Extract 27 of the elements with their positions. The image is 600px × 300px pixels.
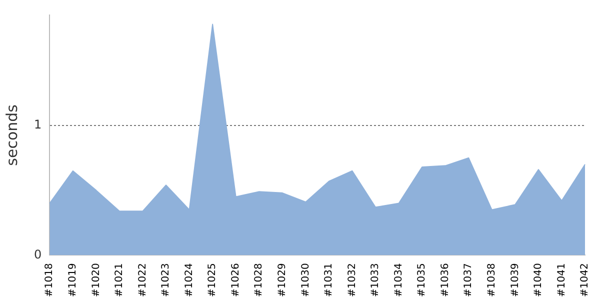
- x-tick-label: #1038: [486, 263, 498, 297]
- x-tick-label: #1018: [44, 263, 56, 297]
- x-tick-label: #1030: [300, 263, 312, 297]
- y-axis-title: seconds: [2, 104, 21, 166]
- x-tick-label: #1019: [68, 263, 79, 297]
- x-tick-label: #1034: [393, 263, 404, 297]
- x-tick-label: #1041: [556, 263, 568, 297]
- x-tick-label: #1031: [324, 263, 335, 297]
- x-tick-label: #1023: [160, 263, 172, 297]
- x-tick-label: #1020: [90, 263, 102, 297]
- x-tick-label: #1021: [114, 263, 126, 297]
- x-tick-label: #1036: [440, 263, 451, 297]
- x-tick-label: #1037: [463, 263, 474, 297]
- x-tick-label: #1042: [580, 263, 591, 297]
- x-tick-label: #1024: [184, 263, 195, 297]
- y-tick-label: 1: [34, 118, 42, 132]
- x-tick-label: #1035: [416, 263, 428, 297]
- x-tick-label: #1033: [370, 263, 382, 297]
- x-tick-label: #1039: [510, 263, 521, 297]
- x-tick-label: #1022: [137, 263, 148, 297]
- x-tick-label: #1040: [533, 263, 544, 297]
- x-tick-label: #1026: [230, 263, 242, 297]
- x-tick-label: #1032: [346, 263, 358, 297]
- y-tick-label: 0: [34, 247, 42, 262]
- x-tick-label: #1029: [276, 263, 288, 297]
- x-tick-label: #1028: [254, 263, 265, 297]
- x-tick-label: #1025: [207, 263, 218, 297]
